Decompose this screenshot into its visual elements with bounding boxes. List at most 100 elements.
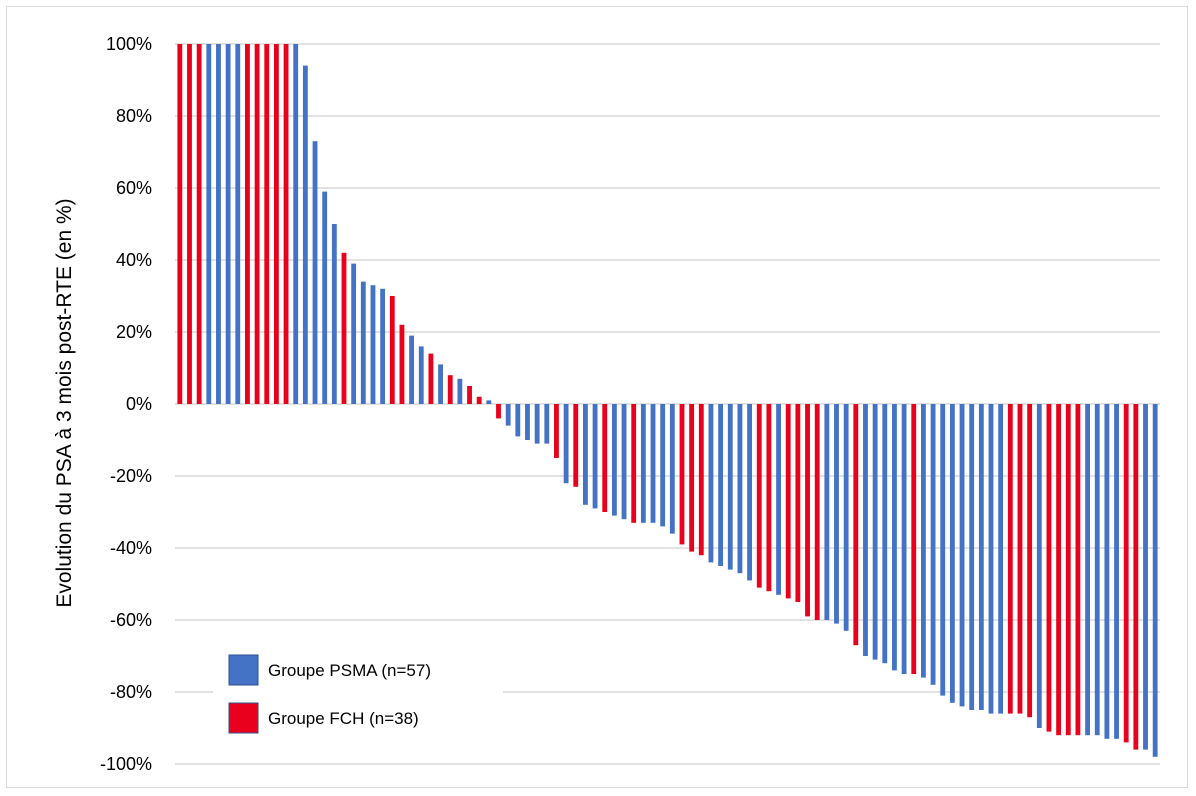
bar-psma — [457, 378, 463, 404]
bar-psma — [949, 404, 955, 703]
legend-background — [213, 640, 503, 748]
y-tick-label: 20% — [116, 322, 152, 342]
bar-psma — [660, 404, 666, 527]
bar-fch — [447, 375, 453, 404]
bar-psma — [351, 263, 357, 404]
bar-psma — [930, 404, 936, 685]
bar-psma — [727, 404, 733, 570]
bar-fch — [1056, 404, 1062, 736]
bar-psma — [747, 404, 752, 581]
bar-fch — [785, 404, 791, 599]
bar-psma — [892, 404, 897, 671]
bar-fch — [1075, 404, 1081, 736]
legend-label-fch: Groupe FCH (n=38) — [268, 709, 419, 728]
bar-fch — [254, 44, 260, 404]
bar-psma — [360, 281, 366, 404]
bar-psma — [486, 400, 492, 404]
bar-psma — [370, 285, 376, 404]
bar-fch — [1017, 404, 1023, 714]
bar-psma — [592, 404, 598, 509]
bar-psma — [776, 404, 781, 595]
bar-fch — [389, 296, 395, 404]
y-tick-label: 60% — [116, 178, 152, 198]
bar-psma — [583, 404, 588, 505]
bar-psma — [312, 141, 318, 404]
bar-psma — [737, 404, 743, 574]
bar-fch — [853, 404, 859, 646]
bar-psma — [293, 44, 299, 404]
y-tick-label: 80% — [116, 106, 152, 126]
bar-fch — [264, 44, 270, 404]
bar-fch — [273, 44, 279, 404]
bar-fch — [1007, 404, 1013, 714]
bar-psma — [418, 346, 424, 404]
bar-psma — [834, 404, 839, 624]
bars — [177, 44, 1158, 757]
y-tick-label: -60% — [110, 610, 152, 630]
y-tick-label: -20% — [110, 466, 152, 486]
bar-psma — [920, 404, 926, 678]
bar-fch — [689, 404, 695, 552]
bar-fch — [1065, 404, 1071, 736]
bar-fch — [766, 404, 772, 592]
bar-fch — [679, 404, 685, 545]
bar-psma — [225, 44, 231, 404]
chart-frame — [6, 6, 1188, 788]
bar-psma — [988, 404, 994, 714]
y-axis-label: Evolution du PSA à 3 mois post-RTE (en %… — [53, 198, 76, 607]
bar-psma — [235, 44, 241, 404]
bar-psma — [331, 224, 337, 404]
bar-psma — [872, 404, 878, 660]
bar-psma — [1143, 404, 1148, 750]
bar-fch — [467, 386, 472, 404]
bar-psma — [959, 404, 965, 707]
bar-psma — [302, 65, 308, 404]
bar-psma — [322, 191, 328, 404]
bar-psma — [978, 404, 984, 710]
bar-psma — [824, 404, 830, 620]
y-tick-label: -40% — [110, 538, 152, 558]
bar-psma — [1085, 404, 1090, 736]
y-tick-label: 40% — [116, 250, 152, 270]
bar-fch — [756, 404, 762, 588]
bar-psma — [1104, 404, 1110, 739]
bar-fch — [196, 44, 202, 404]
legend-swatch-psma — [228, 654, 259, 686]
bar-psma — [669, 404, 675, 534]
bar-fch — [245, 44, 250, 404]
bar-psma — [438, 364, 443, 404]
bar-psma — [525, 404, 530, 440]
y-tick-label: -100% — [100, 754, 152, 774]
bar-fch — [399, 324, 405, 404]
gridlines — [175, 43, 1160, 765]
bar-psma — [843, 404, 849, 631]
bar-fch — [177, 44, 183, 404]
bar-fch — [602, 404, 608, 512]
bar-fch — [1027, 404, 1033, 718]
bar-psma — [882, 404, 888, 664]
bar-fch — [631, 404, 637, 523]
bar-fch — [187, 44, 192, 404]
bar-psma — [611, 404, 617, 516]
bar-psma — [216, 44, 221, 404]
bar-psma — [708, 404, 714, 563]
bar-fch — [554, 404, 559, 458]
bar-psma — [380, 288, 386, 404]
bar-fch — [573, 404, 579, 487]
legend: Groupe PSMA (n=57) Groupe FCH (n=38) — [213, 640, 503, 748]
legend-label-psma: Groupe PSMA (n=57) — [268, 661, 431, 680]
bar-fch — [476, 396, 482, 404]
bar-fch — [1133, 404, 1139, 750]
bar-psma — [1114, 404, 1119, 739]
bar-psma — [640, 404, 646, 523]
bar-fch — [814, 404, 820, 620]
bar-psma — [969, 404, 975, 710]
bar-psma — [940, 404, 946, 696]
bar-psma — [206, 44, 212, 404]
bar-psma — [1152, 404, 1158, 757]
bar-fch — [341, 252, 347, 404]
bar-fch — [1123, 404, 1129, 743]
bar-psma — [544, 404, 550, 444]
legend-swatch-fch — [228, 702, 259, 734]
